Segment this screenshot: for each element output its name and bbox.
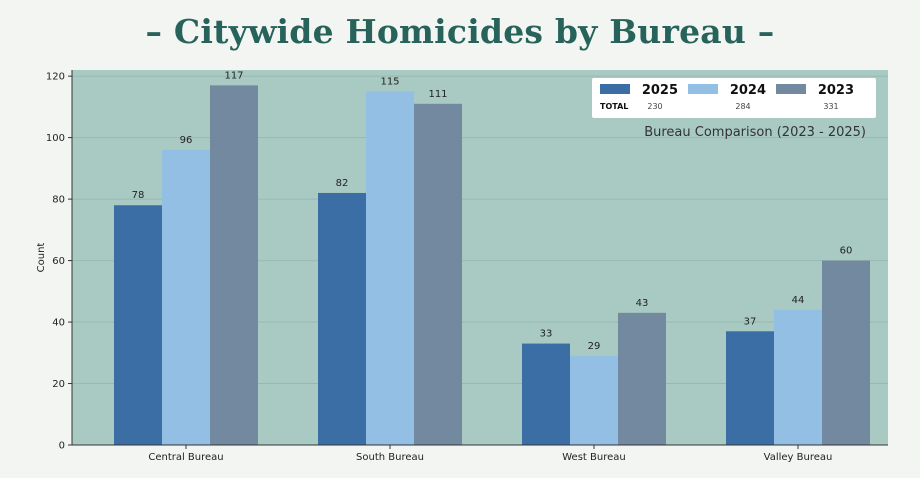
legend-label: 2025 bbox=[642, 83, 678, 98]
data-label: 96 bbox=[180, 135, 193, 146]
bar bbox=[414, 103, 462, 446]
chart-subtitle: Bureau Comparison (2023 - 2025) bbox=[644, 125, 866, 140]
data-label: 115 bbox=[380, 77, 399, 88]
legend-swatch bbox=[776, 84, 806, 94]
bar bbox=[366, 91, 414, 446]
legend-label: 2024 bbox=[730, 83, 766, 98]
data-label: 78 bbox=[132, 190, 145, 201]
y-tick-label: 60 bbox=[52, 256, 65, 267]
data-label: 44 bbox=[792, 295, 805, 306]
bar bbox=[210, 85, 258, 446]
x-tick-label: South Bureau bbox=[356, 452, 424, 463]
data-label: 43 bbox=[636, 298, 649, 309]
legend-total-value: 331 bbox=[823, 102, 838, 111]
data-label: 37 bbox=[744, 316, 757, 327]
data-label: 60 bbox=[840, 246, 853, 257]
bar bbox=[726, 331, 774, 445]
data-label: 117 bbox=[224, 70, 243, 81]
bar bbox=[774, 309, 822, 445]
data-label: 29 bbox=[588, 341, 601, 352]
bar bbox=[822, 260, 870, 445]
legend-swatch bbox=[600, 84, 630, 94]
y-axis-label: Count bbox=[36, 243, 47, 273]
bar bbox=[318, 192, 366, 445]
data-label: 33 bbox=[540, 329, 553, 340]
legend-total-label: TOTAL bbox=[600, 102, 628, 111]
y-tick-label: 40 bbox=[52, 318, 65, 329]
bar bbox=[618, 312, 666, 445]
data-label: 111 bbox=[428, 89, 447, 100]
y-tick-label: 20 bbox=[52, 379, 65, 390]
legend-label: 2023 bbox=[818, 83, 854, 98]
bar bbox=[162, 149, 210, 445]
chart-title: – Citywide Homicides by Bureau – bbox=[145, 12, 775, 51]
x-tick-label: Central Bureau bbox=[148, 452, 223, 463]
y-tick-label: 100 bbox=[46, 133, 65, 144]
x-tick-label: West Bureau bbox=[562, 452, 625, 463]
y-tick-label: 120 bbox=[46, 72, 65, 83]
data-label: 82 bbox=[336, 178, 349, 189]
bar bbox=[522, 343, 570, 445]
legend-swatch bbox=[688, 84, 718, 94]
y-tick-label: 80 bbox=[52, 195, 65, 206]
x-tick-label: Valley Bureau bbox=[764, 452, 833, 463]
legend-total-value: 230 bbox=[647, 102, 662, 111]
bar bbox=[114, 205, 162, 445]
legend-total-value: 284 bbox=[735, 102, 750, 111]
bar bbox=[570, 355, 618, 445]
y-tick-label: 0 bbox=[59, 441, 65, 452]
